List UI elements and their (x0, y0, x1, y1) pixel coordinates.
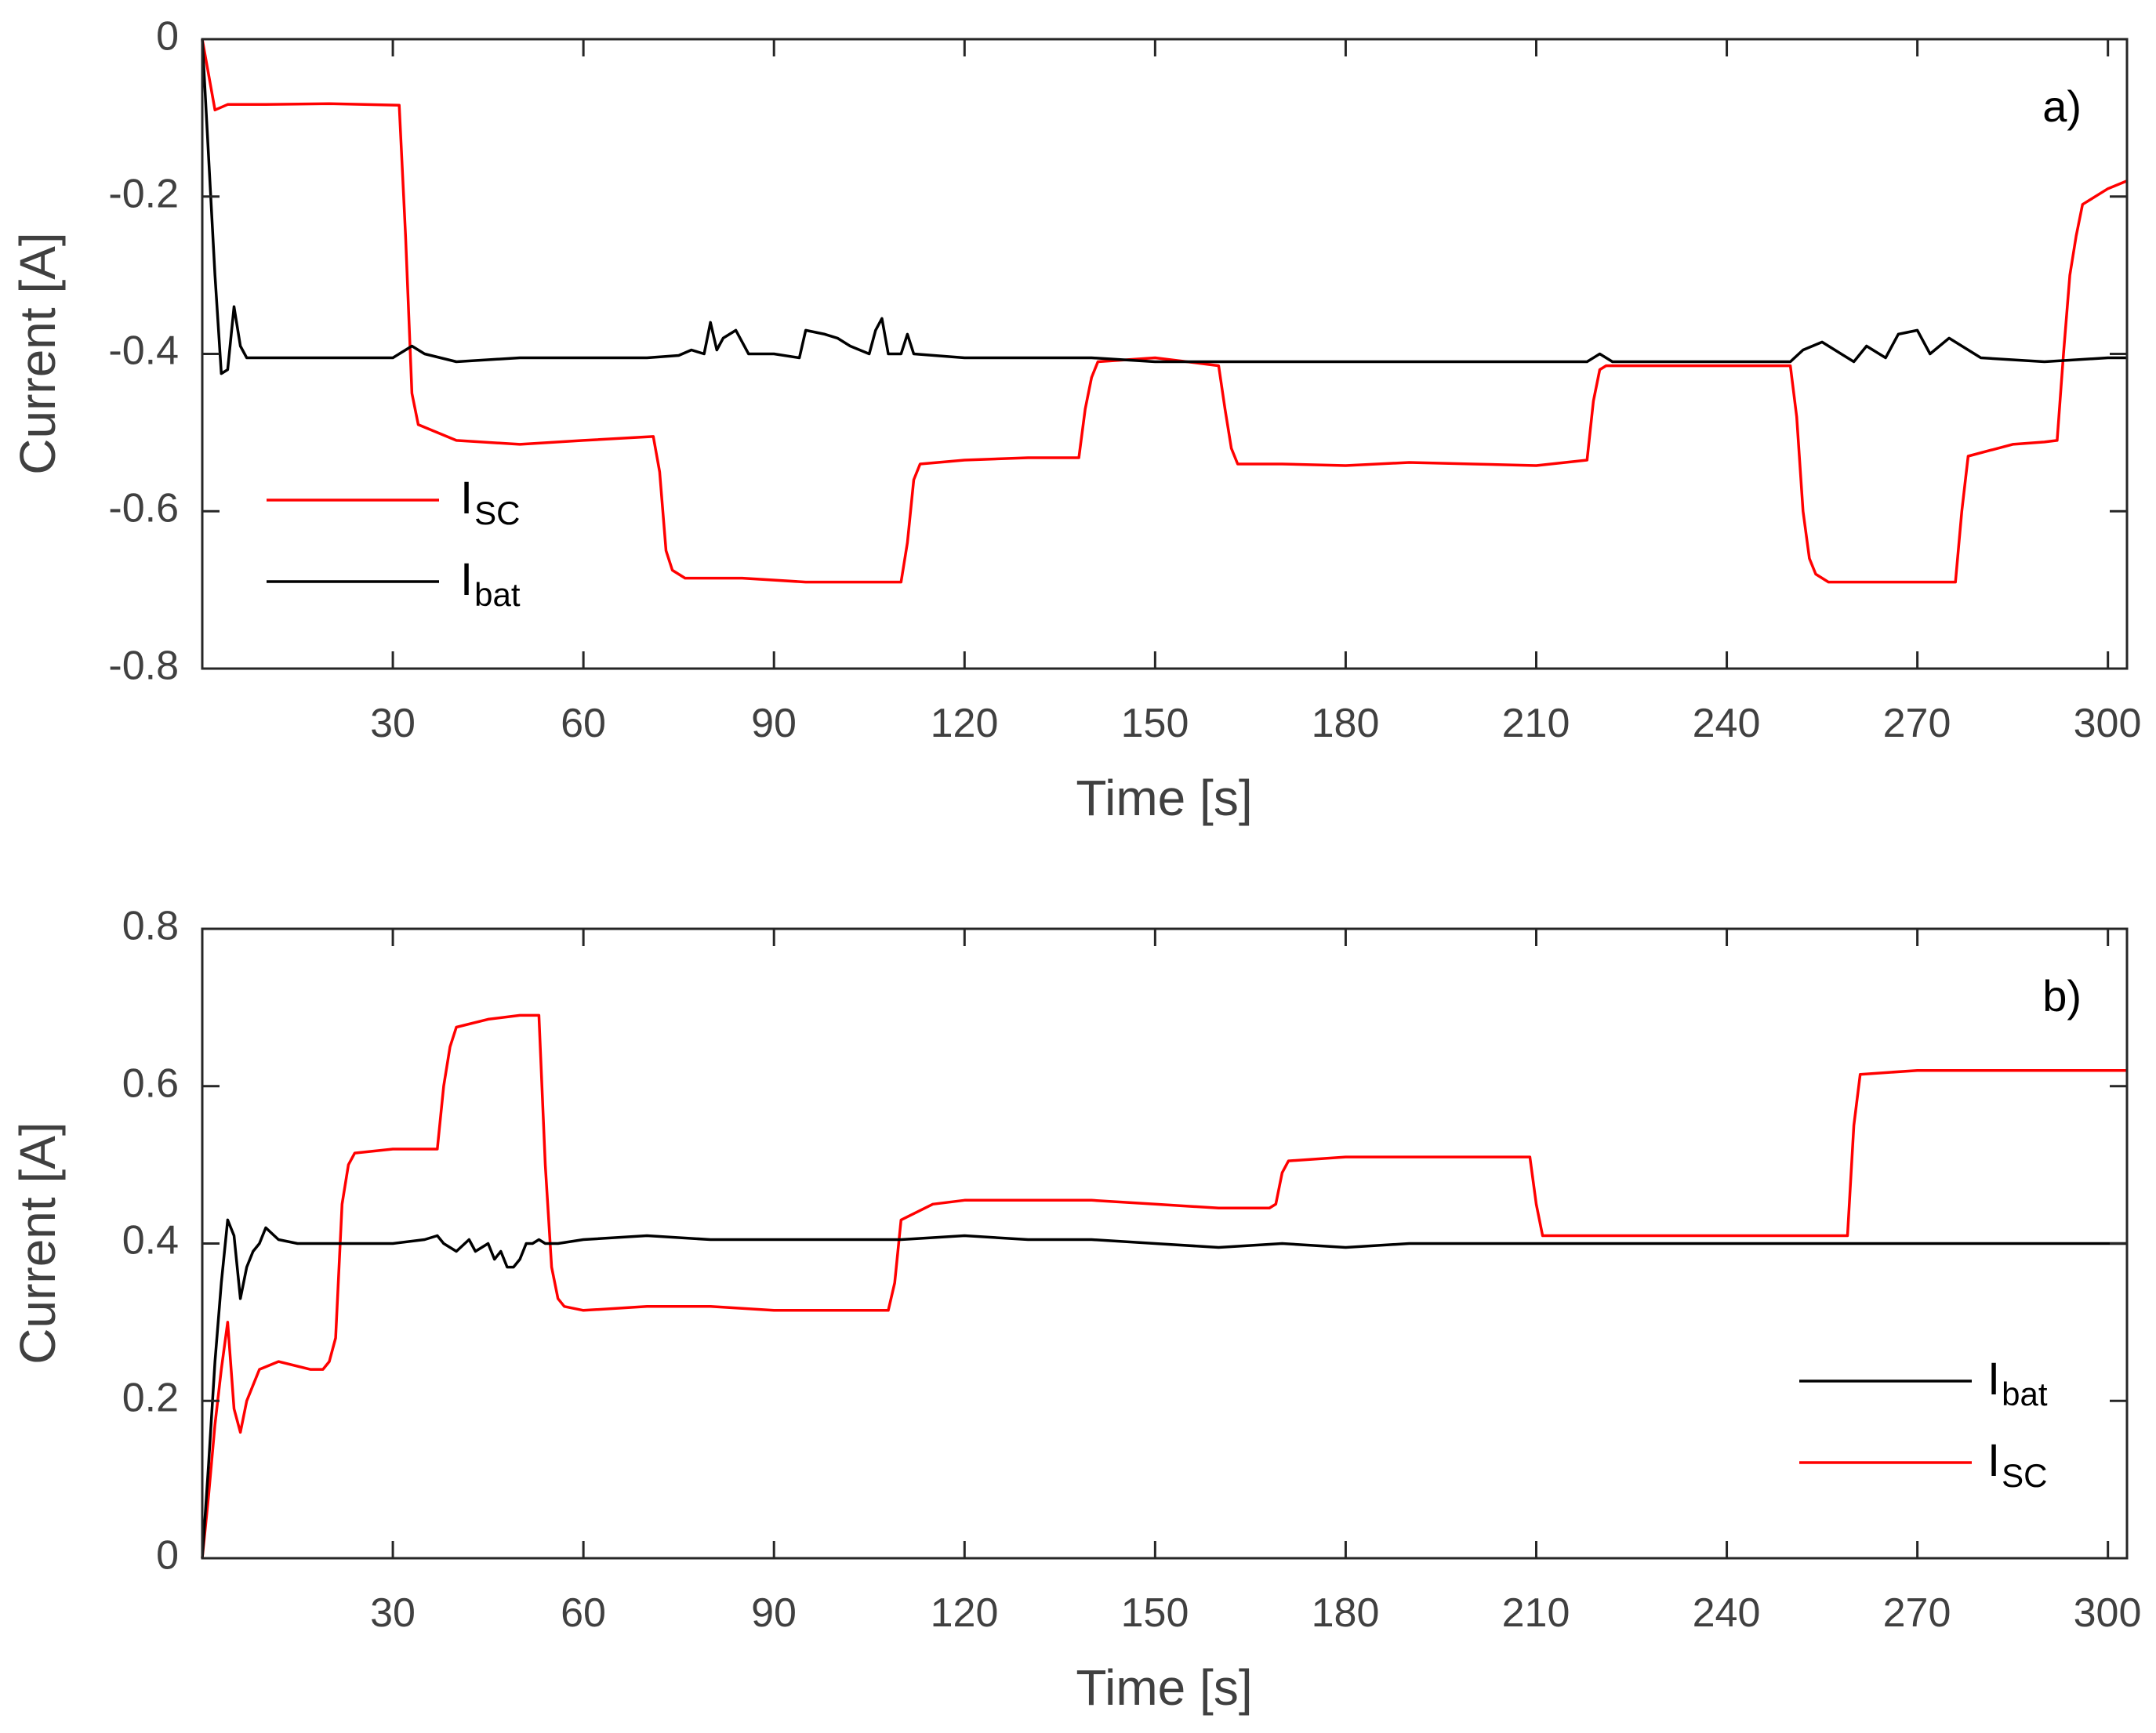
chart-a-xtick-label: 300 (2074, 701, 2142, 746)
chart-a-panel-label: a) (2042, 82, 2082, 131)
chart-b-ytick-label: 0.2 (122, 1376, 179, 1421)
chart-b-panel-label: b) (2042, 971, 2082, 1021)
chart-a-legend-sub-isc: SC (474, 495, 520, 531)
chart-a-ytick-label: -0.6 (108, 486, 179, 531)
chart-a-legend-sub-ibat: bat (474, 576, 521, 613)
chart-b-xtick-label: 30 (370, 1590, 416, 1636)
chart-a-ylabel: Current [A] (9, 232, 66, 474)
chart-a-xtick-label: 210 (1502, 701, 1570, 746)
chart-b-legend-sub-ibat: bat (2002, 1376, 2048, 1412)
chart-b-yticks (202, 927, 2127, 1560)
chart-a: 0 -0.2 -0.4 -0.6 -0.8 30 60 90 120 150 1… (9, 14, 2141, 826)
chart-a-xtick-label: 180 (1312, 701, 1380, 746)
chart-b-legend-main-isc: I (1987, 1435, 2000, 1486)
chart-a-series-ibat-group (201, 38, 2127, 375)
chart-b-xtick-label: 240 (1693, 1590, 1761, 1636)
chart-b-ytick-label: 0.4 (122, 1218, 179, 1263)
chart-a-legend-label-isc: ISC (460, 473, 520, 531)
chart-b-legend: Ibat ISC (1799, 1354, 2048, 1494)
chart-b-xtick-label: 270 (1883, 1590, 1951, 1636)
chart-a-legend-main-ibat: I (460, 554, 473, 605)
chart-b-ytick-label: 0.8 (122, 904, 179, 949)
chart-a-yticks (202, 38, 2127, 670)
chart-b-legend-sub-isc: SC (2002, 1457, 2047, 1494)
chart-b-xtick-label: 300 (2074, 1590, 2142, 1636)
chart-b-ytick-label: 0.6 (122, 1061, 179, 1107)
chart-b-xticks (391, 929, 2110, 1558)
chart-a-ytick-label: 0 (156, 14, 179, 60)
chart-a-legend: ISC Ibat (267, 473, 521, 613)
chart-a-xticks (391, 39, 2110, 669)
chart-a-xlabel: Time [s] (1076, 770, 1252, 826)
chart-a-xtick-label: 120 (931, 701, 999, 746)
chart-b-ylabel: Current [A] (9, 1122, 66, 1364)
chart-a-xtick-label: 30 (370, 701, 416, 746)
chart-a-legend-main-isc: I (460, 473, 473, 524)
chart-b-xtick-label: 90 (751, 1590, 797, 1636)
chart-b-legend-label-isc: ISC (1987, 1435, 2047, 1494)
chart-a-xtick-label: 90 (751, 701, 797, 746)
chart-a-series-ibat-line (201, 38, 2127, 375)
chart-b: 0 0.2 0.4 0.6 0.8 30 60 90 120 150 180 2… (9, 904, 2141, 1716)
chart-b-xtick-label: 150 (1121, 1590, 1189, 1636)
chart-b-xtick-label: 60 (561, 1590, 606, 1636)
chart-a-series-isc-group (201, 38, 2128, 584)
chart-b-legend-label-ibat: Ibat (1987, 1354, 2048, 1412)
chart-a-xtick-label: 270 (1883, 701, 1951, 746)
chart-b-xlabel: Time [s] (1076, 1659, 1252, 1716)
chart-b-xtick-label: 120 (931, 1590, 999, 1636)
chart-a-legend-label-ibat: Ibat (460, 554, 521, 613)
chart-a-xtick-label: 60 (561, 701, 606, 746)
chart-b-series-isc-line (201, 1013, 2127, 1559)
chart-a-ytick-label: -0.4 (108, 328, 179, 374)
chart-a-xtick-label: 240 (1693, 701, 1761, 746)
chart-a-xtick-label: 150 (1121, 701, 1189, 746)
chart-a-series-isc-line (201, 38, 2128, 584)
chart-b-series-ibat-line (201, 1218, 2127, 1559)
chart-b-legend-main-ibat: I (1987, 1354, 2000, 1405)
chart-b-series-isc-group (201, 1013, 2127, 1559)
chart-b-ytick-label: 0 (156, 1533, 179, 1579)
chart-b-xtick-label: 180 (1312, 1590, 1380, 1636)
chart-b-xtick-label: 210 (1502, 1590, 1570, 1636)
chart-a-ytick-label: -0.8 (108, 644, 179, 689)
chart-a-ytick-label: -0.2 (108, 172, 179, 217)
chart-b-series-ibat-group (201, 1218, 2127, 1559)
chart-a-plot-frame (201, 38, 2129, 670)
